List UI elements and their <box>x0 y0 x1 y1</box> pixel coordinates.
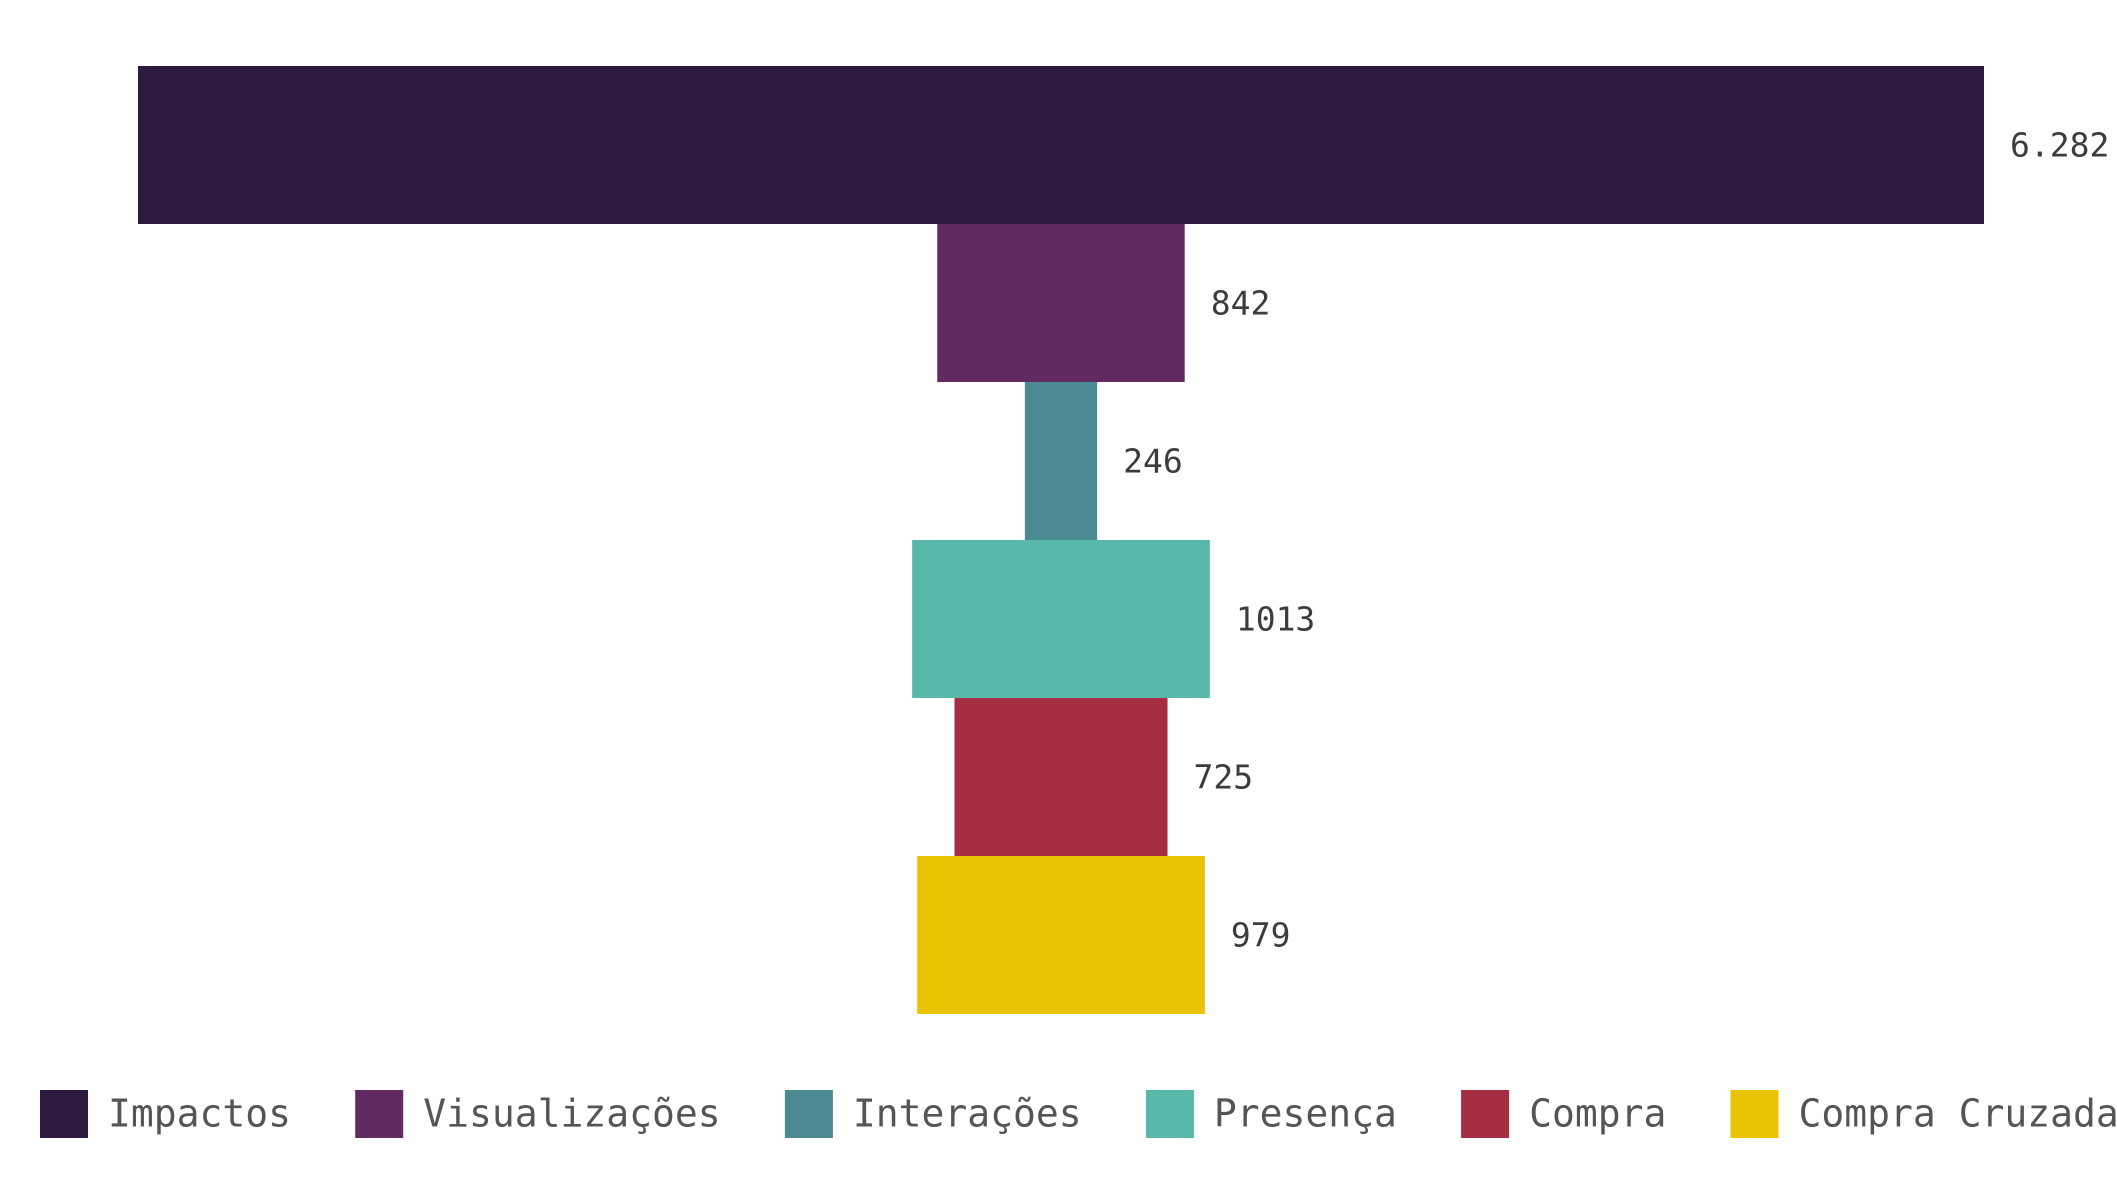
value-label-compra-cruzada: 979 <box>1231 916 1291 955</box>
legend-label-interacoes: Interações <box>853 1092 1082 1136</box>
value-labels: 6.282 842 246 1013 725 979 <box>1123 126 2109 955</box>
legend-item-visualizacoes: Visualizações <box>355 1090 721 1138</box>
legend-swatch-compra-cruzada <box>1730 1090 1779 1138</box>
funnel-bar-impactos <box>138 66 1984 224</box>
legend-swatch-presenca <box>1145 1090 1194 1138</box>
legend-swatch-interacoes <box>784 1090 833 1138</box>
funnel-bar-interacoes <box>1024 382 1098 540</box>
value-label-impactos: 6.282 <box>2010 126 2109 165</box>
funnel-bar-visualizacoes <box>937 224 1185 382</box>
funnel-bar-compra <box>954 698 1168 856</box>
funnel-bar-compra-cruzada <box>917 856 1205 1014</box>
legend-item-interacoes: Interações <box>784 1090 1082 1138</box>
legend-item-compra: Compra <box>1461 1090 1666 1138</box>
legend-label-impactos: Impactos <box>108 1092 291 1136</box>
legend-swatch-impactos <box>40 1090 88 1138</box>
legend-item-compra-cruzada: Compra Cruzada <box>1730 1090 2117 1138</box>
funnel-bar-presenca <box>912 540 1210 698</box>
legend-swatch-compra <box>1461 1090 1510 1138</box>
chart-legend: Impactos Visualizações Interações Presença C… <box>40 1090 2117 1138</box>
value-label-interacoes: 246 <box>1123 442 1183 481</box>
funnel-bars <box>138 66 1984 1014</box>
value-label-visualizacoes: 842 <box>1211 284 1271 323</box>
value-label-presenca: 1013 <box>1236 600 1315 639</box>
legend-label-visualizacoes: Visualizações <box>423 1092 720 1136</box>
legend-label-compra: Compra <box>1529 1092 1666 1136</box>
value-label-compra: 725 <box>1194 758 1254 797</box>
legend-label-presenca: Presença <box>1214 1092 1397 1136</box>
legend-swatch-visualizacoes <box>355 1090 404 1138</box>
legend-item-presenca: Presença <box>1145 1090 1397 1138</box>
legend-label-compra-cruzada: Compra Cruzada <box>1799 1092 2117 1136</box>
legend-item-impactos: Impactos <box>40 1090 291 1138</box>
